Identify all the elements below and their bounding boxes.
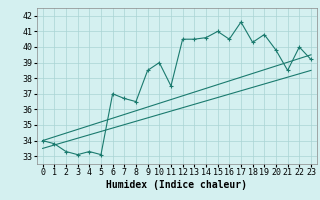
X-axis label: Humidex (Indice chaleur): Humidex (Indice chaleur) [106,180,247,190]
